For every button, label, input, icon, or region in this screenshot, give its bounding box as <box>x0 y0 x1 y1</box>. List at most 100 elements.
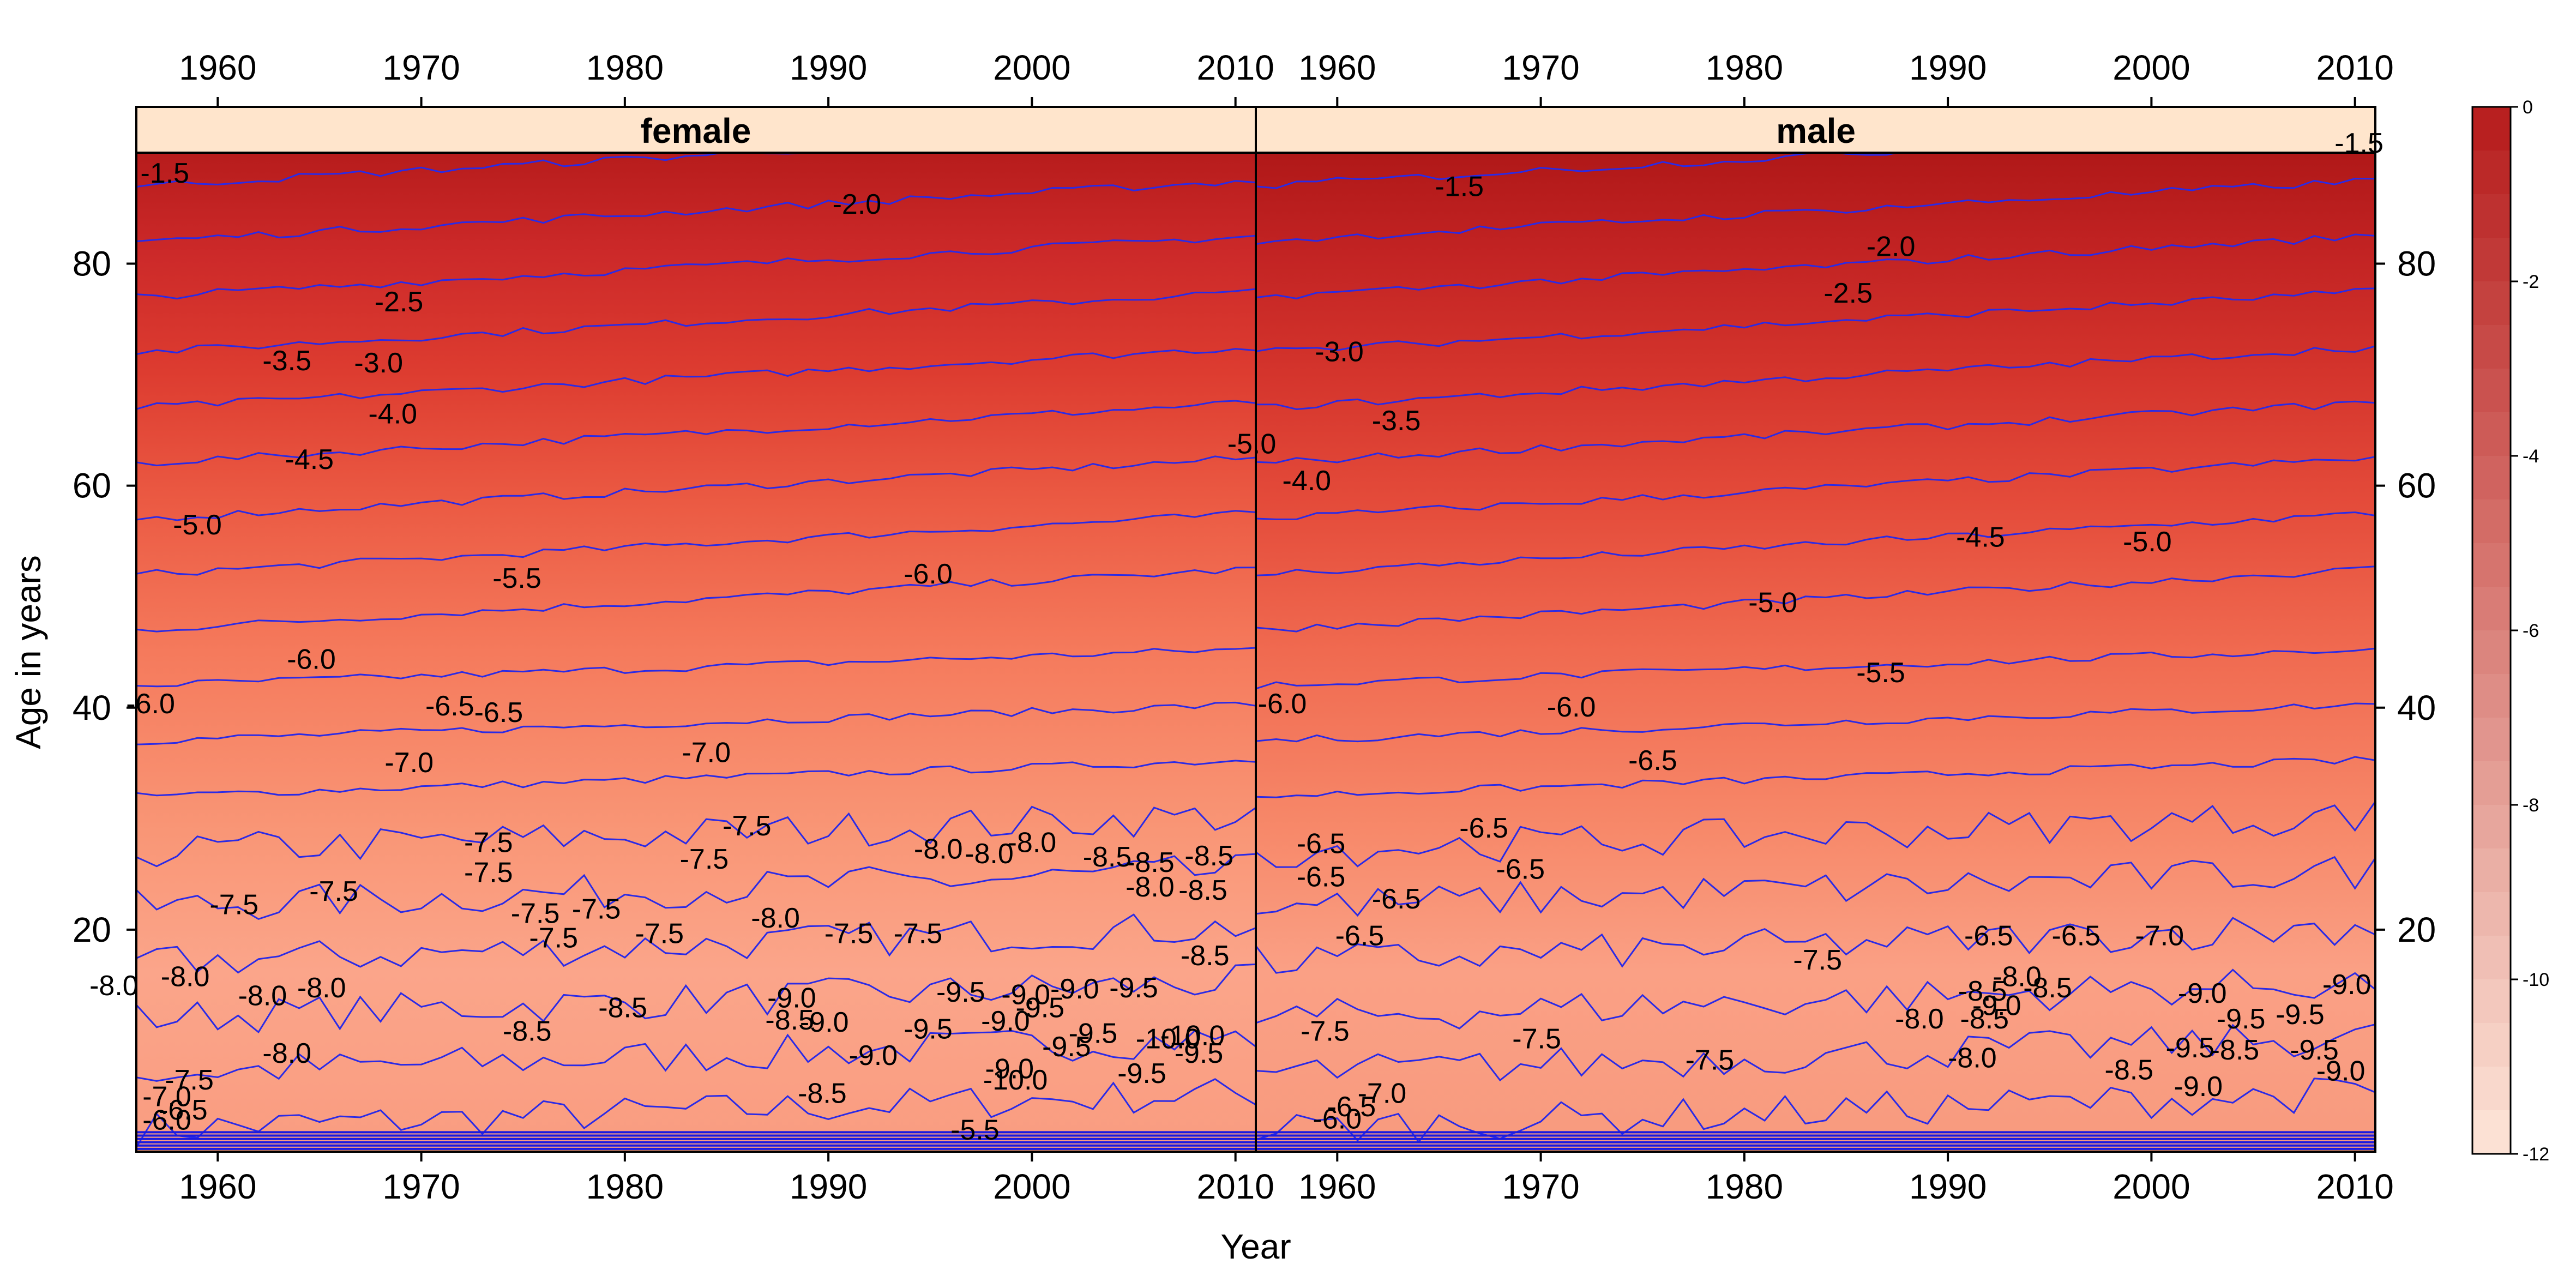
contour-line <box>136 760 1256 797</box>
contour-label: -7.0 <box>384 747 434 779</box>
contour-line <box>136 963 1256 1034</box>
x-tick-label: 1970 <box>382 1167 460 1206</box>
legend-swatch <box>2472 1110 2511 1154</box>
strip-female <box>135 106 1257 154</box>
contour-line <box>136 180 1256 243</box>
contour-line <box>1256 287 2375 352</box>
contour-label: -6.5 <box>1496 853 1545 885</box>
contour-label: -7.0 <box>682 737 731 769</box>
x-tick-label: 1980 <box>586 1167 664 1206</box>
x-axis-title: Year <box>1220 1227 1291 1266</box>
contour-label: -7.5 <box>1793 944 1842 976</box>
legend-swatch <box>2472 848 2511 893</box>
legend-swatch <box>2472 151 2511 195</box>
contour-label: -4.5 <box>1956 522 2005 553</box>
contour-label: -7.5 <box>464 857 513 888</box>
legend-tick-label: -10 <box>2523 970 2549 990</box>
contour-label: -8.5 <box>1184 840 1233 872</box>
contour-label: -6.5 <box>1297 862 1346 893</box>
contour-line <box>1256 917 2375 974</box>
contour-line <box>1256 233 2375 300</box>
contour-label: -8.0 <box>89 970 139 1002</box>
contour-label: -8.0 <box>161 961 210 993</box>
y-tick-label: 80 <box>73 244 111 284</box>
contour-line <box>136 805 1256 868</box>
contour-label: -7.5 <box>1686 1044 1735 1076</box>
legend-swatch <box>2472 107 2511 151</box>
contour-label: -6.5 <box>1459 812 1508 844</box>
contour-label: -8.0 <box>751 902 800 934</box>
x-tick-label: 1990 <box>1909 1167 1987 1206</box>
contour-label: -9.5 <box>2290 1034 2339 1066</box>
contour-label: -7.5 <box>1512 1024 1561 1055</box>
contour-label: -8.0 <box>1993 961 2042 993</box>
contour-line <box>1256 968 2375 1030</box>
legend-swatch <box>2472 499 2511 544</box>
contour-label: -9.5 <box>1069 1018 1118 1050</box>
x-tick-label-top: 1980 <box>1706 48 1783 87</box>
contour-label: -9.0 <box>800 1007 849 1038</box>
contour-label: -8.5 <box>2211 1034 2260 1066</box>
contour-line <box>136 455 1256 521</box>
contour-line <box>1256 177 2375 245</box>
contour-label: -8.0 <box>1948 1042 1997 1074</box>
x-tick-label: 2000 <box>993 1167 1070 1206</box>
contour-label: -7.5 <box>572 894 621 925</box>
contour-label: -1.5 <box>1435 171 1484 202</box>
contour-label: -9.0 <box>2316 1056 2366 1087</box>
legend-swatch <box>2472 761 2511 805</box>
strip-label-male: male <box>1776 111 1856 151</box>
legend-swatch <box>2472 587 2511 631</box>
contour-label: -9.0 <box>1050 973 1099 1005</box>
contour-label: -6.5 <box>474 697 523 729</box>
legend-tick-label: 0 <box>2523 97 2533 118</box>
contour-label: -1.5 <box>2334 128 2384 159</box>
x-tick-label-top: 1970 <box>1502 48 1579 87</box>
contour-line <box>136 288 1256 356</box>
contour-line <box>1256 400 2375 464</box>
contour-line <box>136 853 1256 920</box>
x-tick-label: 1960 <box>1298 1167 1376 1206</box>
contour-line <box>1256 702 2375 743</box>
contour-label: -6.0 <box>904 558 953 590</box>
contour-line <box>136 913 1256 974</box>
contour-label: -4.5 <box>285 444 334 476</box>
contour-line <box>1256 1078 2375 1143</box>
axes: 1960 1960 1970 1970 1980 1980 1990 1990 2000 2000… <box>73 48 2436 1206</box>
contour-label: -3.0 <box>354 347 403 379</box>
contour-label: -9.0 <box>2178 978 2227 1009</box>
contour-label: -9.0 <box>1001 979 1050 1010</box>
contour-label: -2.5 <box>375 286 424 318</box>
contour-label: -9.0 <box>981 1006 1030 1037</box>
contour-label: -8.0 <box>1008 827 1057 858</box>
contour-label: -7.5 <box>680 844 729 875</box>
contour-label: -9.5 <box>904 1013 953 1045</box>
contour-line <box>136 567 1256 633</box>
contour-label: -7.5 <box>529 923 578 954</box>
contour-line <box>1256 511 2375 576</box>
legend-tick-label: -4 <box>2523 446 2539 467</box>
contour-label: -3.5 <box>1372 405 1421 437</box>
contour-label: -9.5 <box>1042 1031 1091 1063</box>
contour-line <box>136 234 1256 300</box>
contour-label: -7.5 <box>723 810 772 842</box>
contour-line <box>1256 756 2375 798</box>
contour-label: -10.0 <box>1160 1020 1225 1052</box>
legend-swatch <box>2472 543 2511 587</box>
x-tick-label-top: 1980 <box>586 48 664 87</box>
contour-label: -8.5 <box>1958 976 2007 1007</box>
contour-label: -8.5 <box>598 992 647 1024</box>
contour-label: -2.0 <box>833 189 882 220</box>
legend-swatch <box>2472 194 2511 238</box>
x-tick-label: 1970 <box>1502 1167 1579 1206</box>
panel-male-field <box>1256 153 2375 1152</box>
x-tick-label-top: 1990 <box>790 48 867 87</box>
x-tick-label: 1960 <box>179 1167 256 1206</box>
contour-label: -4.0 <box>369 399 418 430</box>
panel-male-frame <box>1255 152 2376 1153</box>
contour-label: -7.0 <box>1358 1078 1407 1109</box>
legend-swatch <box>2472 718 2511 762</box>
legend-swatch <box>2472 936 2511 980</box>
contour-labels-female: -1.5 -2.0 -2.5 -3.0 -3.5 -4.0 -4.5 -5.0 -5.0 -5.5… <box>89 158 1276 1146</box>
contour-line <box>1256 1024 2375 1082</box>
